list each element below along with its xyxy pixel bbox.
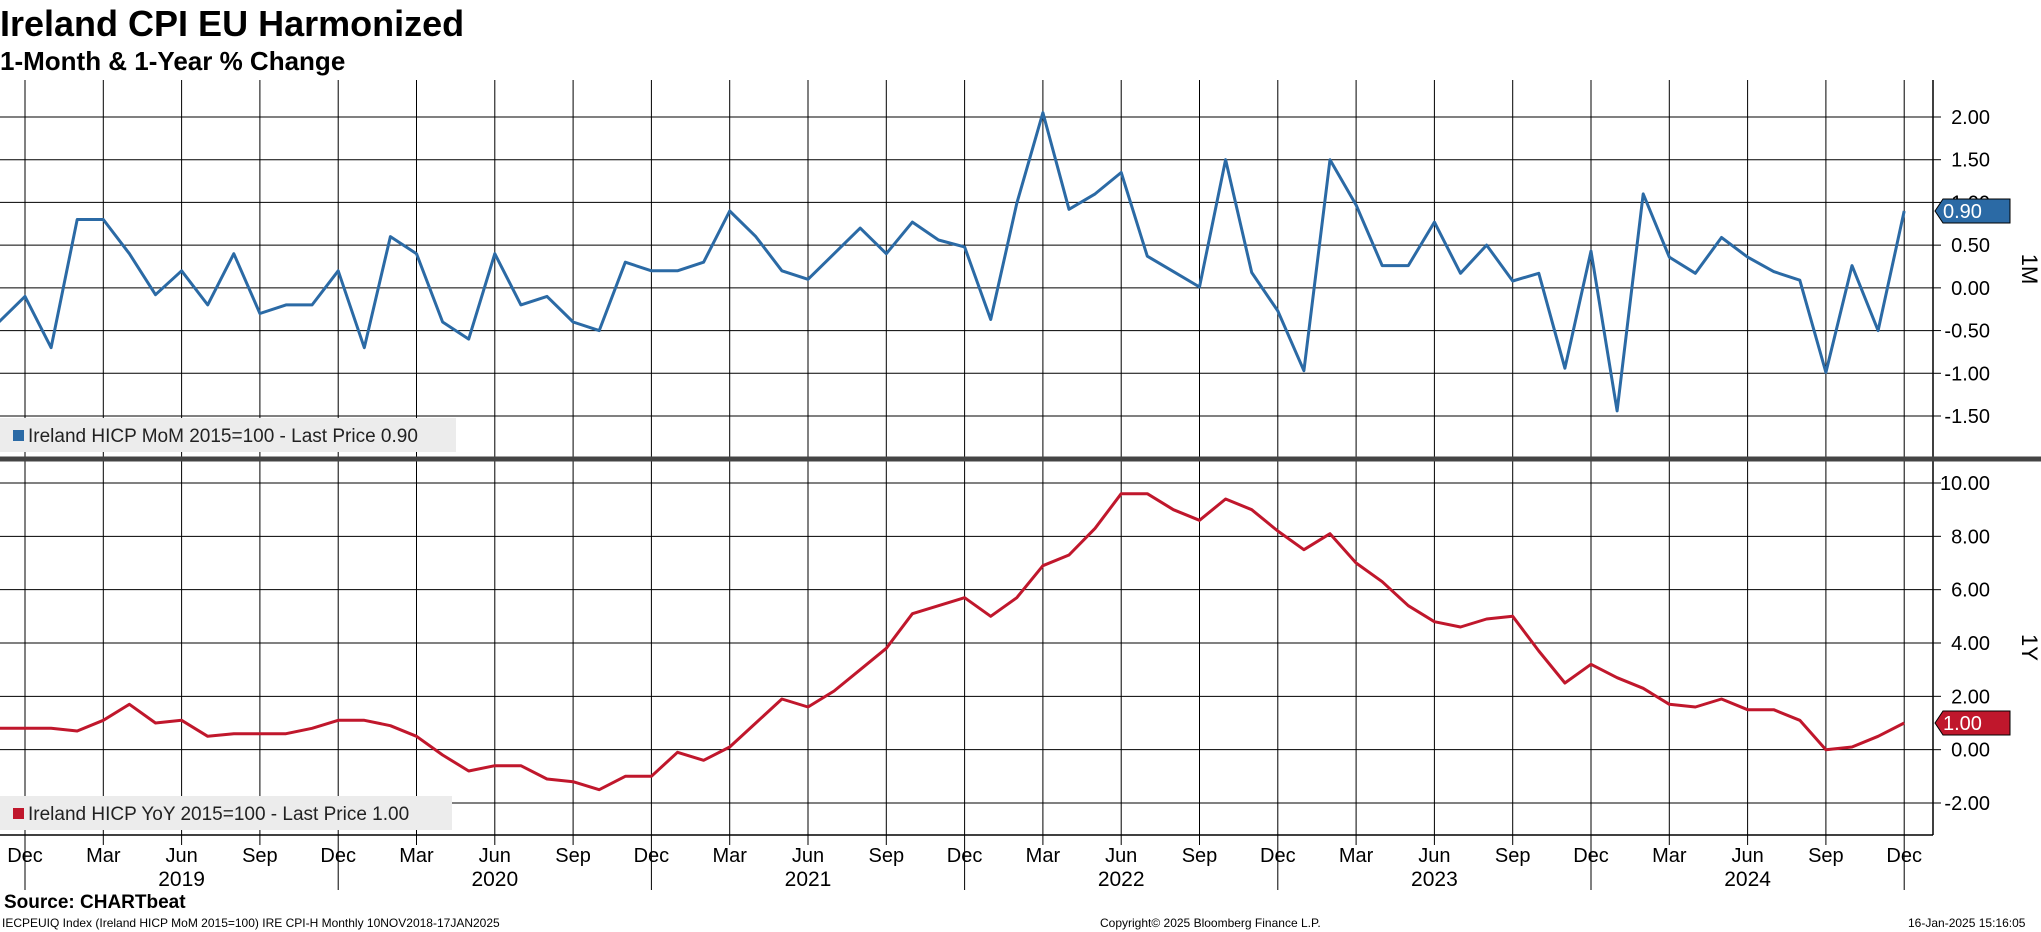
y-tick-label: 4.00	[1951, 633, 1990, 655]
x-tick-label: Mar	[1652, 845, 1687, 867]
legend-label: Ireland HICP YoY 2015=100 - Last Price 1…	[28, 804, 409, 825]
x-tick-label: Sep	[242, 845, 278, 867]
legend-box	[0, 796, 452, 830]
x-tick-label: Sep	[555, 845, 591, 867]
x-tick-label: Mar	[712, 845, 747, 867]
y-tick-label: -0.50	[1944, 321, 1990, 343]
y-tick-label: 0.00	[1951, 278, 1990, 300]
x-tick-label: Sep	[1808, 845, 1844, 867]
x-tick-label: Jun	[165, 845, 197, 867]
legend-swatch	[13, 808, 24, 819]
y-tick-label: 2.00	[1951, 686, 1990, 708]
timestamp-note: 16-Jan-2025 15:16:05	[1908, 916, 2026, 930]
x-year-label: 2023	[1411, 868, 1458, 891]
y-tick-label: 0.00	[1951, 740, 1990, 762]
y-tick-label: -1.50	[1944, 406, 1990, 428]
source-note: Source: CHARTbeat	[4, 892, 186, 913]
x-tick-label: Sep	[1182, 845, 1218, 867]
y-axis-label: 1M	[2017, 254, 2041, 285]
legend-label: Ireland HICP MoM 2015=100 - Last Price 0…	[28, 426, 418, 447]
x-year-label: 2020	[471, 868, 518, 891]
x-tick-label: Jun	[479, 845, 511, 867]
x-tick-label: Jun	[1105, 845, 1137, 867]
x-tick-label: Jun	[792, 845, 824, 867]
chart-subtitle: 1-Month & 1-Year % Change	[0, 46, 346, 76]
x-tick-label: Sep	[1495, 845, 1531, 867]
last-price-value: 1.00	[1943, 713, 1982, 735]
y-tick-label: 10.00	[1940, 473, 1990, 495]
legend-box	[0, 418, 456, 452]
ticker-note: IECPEUIQ Index (Ireland HICP MoM 2015=10…	[2, 916, 500, 930]
y-axis-label: 1Y	[2017, 634, 2041, 661]
last-price-tag	[1934, 710, 2011, 736]
y-tick-label: -2.00	[1944, 793, 1990, 815]
y-tick-label: 2.00	[1951, 107, 1990, 129]
series-lines	[0, 111, 1906, 792]
last-price-tag	[1934, 198, 2011, 224]
x-tick-label: Mar	[399, 845, 434, 867]
yoy-series-line	[0, 492, 1905, 792]
y-tick-label: 6.00	[1951, 580, 1990, 602]
x-tick-label: Mar	[86, 845, 121, 867]
copyright-note: Copyright© 2025 Bloomberg Finance L.P.	[1100, 916, 1321, 930]
y-tick-label: 8.00	[1951, 526, 1990, 548]
grid-lines	[0, 80, 1933, 835]
x-tick-label: Mar	[1026, 845, 1061, 867]
legends: Ireland HICP MoM 2015=100 - Last Price 0…	[0, 418, 456, 830]
x-tick-label: Jun	[1731, 845, 1763, 867]
x-tick-label: Sep	[869, 845, 905, 867]
y-tick-label: -1.00	[1944, 363, 1990, 385]
last-price-value: 0.90	[1943, 201, 1982, 223]
legend-swatch	[13, 430, 24, 441]
x-tick-label: Mar	[1339, 845, 1374, 867]
x-year-label: 2021	[785, 868, 832, 891]
x-year-label: 2022	[1098, 868, 1145, 891]
axes: 2.00 1.50 1.00 0.50 0.00 -0.50 -1.00 -1.50 1M 0.9…	[0, 80, 2041, 891]
x-tick-label: Jun	[1418, 845, 1450, 867]
y-tick-label: 0.50	[1951, 235, 1990, 257]
chart-title: Ireland CPI EU Harmonized	[0, 3, 465, 44]
x-year-label: 2024	[1724, 868, 1771, 891]
mom-series-line	[0, 111, 1906, 413]
x-year-label: 2019	[158, 868, 205, 891]
y-tick-label: 1.50	[1951, 150, 1990, 172]
